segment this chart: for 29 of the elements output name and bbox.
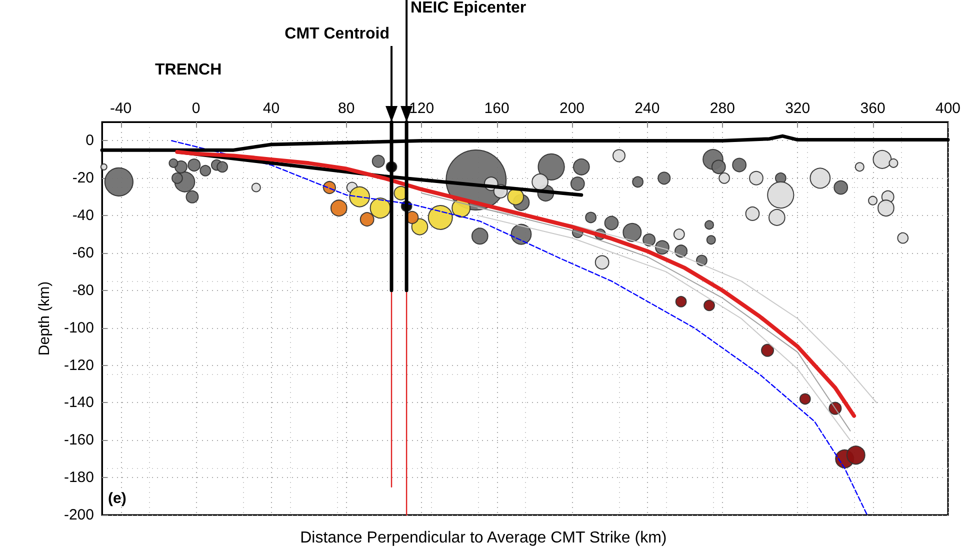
y-tick-label: -80 xyxy=(72,282,94,299)
x-tick-label: 280 xyxy=(710,100,735,117)
x-tick-label: 80 xyxy=(338,100,355,117)
x-tick-label: 400 xyxy=(935,100,961,117)
x-tick-label: 0 xyxy=(192,100,200,117)
y-tick-label: -140 xyxy=(64,394,94,412)
y-tick-label: 0 xyxy=(86,132,94,150)
x-tick-label: 360 xyxy=(860,100,886,117)
text: TRENCH xyxy=(155,62,222,78)
x-tick-label: 240 xyxy=(634,100,660,117)
y-tick-label: -180 xyxy=(64,469,94,486)
x-tick-label: -40 xyxy=(110,100,132,117)
y-tick-label: -40 xyxy=(72,207,94,224)
y-tick-label: -120 xyxy=(64,356,94,374)
y-tick-label: -20 xyxy=(72,170,94,187)
annotation: NEIC Epicenter xyxy=(410,0,526,16)
annotation: CMT Centroid xyxy=(284,26,390,42)
x-tick-label: 160 xyxy=(484,100,510,117)
x-tick-label: 40 xyxy=(262,100,280,117)
annotation: (e) xyxy=(108,490,126,507)
x-axis-title: Distance Perpendicular to Average CMT Strike (km) xyxy=(300,530,667,546)
y-tick-label: -60 xyxy=(72,244,94,262)
x-tick-label: 120 xyxy=(409,100,434,117)
x-tick-label: 200 xyxy=(559,100,585,117)
y-tick-label: -100 xyxy=(64,319,94,336)
x-tick-label: 320 xyxy=(785,100,810,117)
y-tick-label: -160 xyxy=(64,432,94,449)
y-axis-title: Depth (km) xyxy=(36,281,53,356)
y-tick-label: -200 xyxy=(64,506,94,524)
